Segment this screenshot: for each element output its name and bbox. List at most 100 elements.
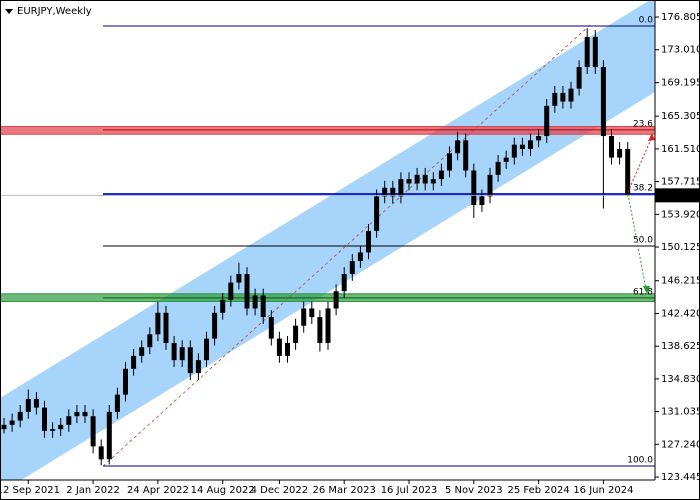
candle-body <box>576 67 582 89</box>
candle-body <box>333 291 339 309</box>
candle-body <box>438 170 444 180</box>
candle-body <box>131 355 137 369</box>
candle-body <box>422 174 428 184</box>
candle-body <box>584 36 590 68</box>
candle-body <box>195 360 201 374</box>
candle-body <box>374 196 380 231</box>
y-tick-label: 138.625 <box>661 341 700 352</box>
candle-body <box>406 179 412 184</box>
y-tick-label: 123.445 <box>661 472 700 483</box>
x-tick-label: 26 Mar 2023 <box>312 485 375 496</box>
x-tick-label: 5 Nov 2023 <box>445 485 503 496</box>
candle-body <box>212 312 218 339</box>
y-tick-label: 153.920 <box>661 209 700 220</box>
trend-channel <box>0 0 655 480</box>
candle-body <box>285 342 290 356</box>
y-tick-label: 131.035 <box>661 407 700 418</box>
candle-body <box>114 394 120 412</box>
up-arrow-head <box>648 133 655 141</box>
fib-level-label: 0.0 <box>639 16 654 26</box>
down-arrow <box>627 193 647 290</box>
candle-body <box>236 273 242 283</box>
candle-body <box>228 282 234 300</box>
y-tick-label: 161.510 <box>661 144 700 155</box>
candle-body <box>341 273 347 292</box>
candle-body <box>1 424 7 430</box>
candle-body <box>463 140 469 171</box>
candle-body <box>293 325 299 343</box>
candle-body <box>325 308 331 343</box>
candle-body <box>568 88 574 102</box>
y-tick-label: 173.010 <box>661 45 700 56</box>
fib-level-label: 61.8 <box>633 287 653 297</box>
menu-triangle <box>5 9 13 14</box>
y-tick-label: 169.195 <box>661 78 700 89</box>
candle-body <box>317 317 323 343</box>
candle-body <box>171 342 177 361</box>
candle-body <box>123 368 128 395</box>
candle-body <box>66 416 72 425</box>
candle-body <box>276 338 282 356</box>
candle-body <box>147 334 153 348</box>
y-tick-label: 127.240 <box>661 439 700 450</box>
candle-body <box>90 416 96 447</box>
candle-body <box>447 153 452 171</box>
candle-body <box>479 196 485 205</box>
y-tick-label: 146.215 <box>661 276 700 287</box>
y-tick-label: 142.420 <box>661 308 700 319</box>
candle-body <box>309 308 315 318</box>
current-price-label: 156.121 <box>658 190 699 201</box>
candle-body <box>17 411 23 421</box>
candle-body <box>560 92 566 102</box>
candle-body <box>163 312 169 343</box>
candle-body <box>625 148 631 196</box>
candle-body <box>260 295 266 318</box>
candle-body <box>357 252 363 262</box>
x-tick-label: 14 Aug 2022 <box>191 485 255 496</box>
candle-body <box>414 174 420 184</box>
candle-body <box>204 338 209 361</box>
y-tick-label: 165.305 <box>661 111 700 122</box>
candle-body <box>536 136 542 141</box>
candle-body <box>495 161 501 175</box>
candle-body <box>268 317 274 339</box>
candle-body <box>25 398 31 412</box>
candle-body <box>42 407 47 431</box>
y-tick-label: 157.715 <box>661 177 700 188</box>
candle-body <box>349 261 355 274</box>
candle-body <box>244 273 250 309</box>
x-tick-label: 12 Sep 2021 <box>0 485 60 496</box>
candle-body <box>58 424 64 430</box>
y-tick-label: 176.805 <box>661 12 700 23</box>
y-tick-label: 150.125 <box>661 242 700 253</box>
candle-body <box>179 347 185 361</box>
candle-body <box>390 187 396 197</box>
candle-body <box>519 144 525 149</box>
candle-body <box>139 347 145 356</box>
candle-body <box>220 299 226 313</box>
candle-body <box>50 429 56 431</box>
x-tick-label: 24 Apr 2022 <box>127 485 189 496</box>
candle-body <box>455 140 461 154</box>
fib-level-label: 100.0 <box>627 456 653 466</box>
candle-body <box>552 92 558 106</box>
candle-body <box>106 411 112 460</box>
fib-level-label: 23.6 <box>633 119 653 129</box>
candle-body <box>82 411 88 417</box>
candle-body <box>187 347 193 374</box>
fib-level-label: 50.0 <box>633 236 653 246</box>
candle-body <box>592 36 598 68</box>
candle-body <box>9 420 15 425</box>
x-tick-label: 16 Jul 2023 <box>381 485 438 496</box>
candle-body <box>301 308 307 326</box>
x-tick-label: 16 Jun 2024 <box>573 485 633 496</box>
candle-body <box>511 144 517 158</box>
candle-body <box>600 67 606 137</box>
candle-body <box>609 136 614 158</box>
candle-body <box>366 230 371 253</box>
candle-body <box>98 446 104 460</box>
candle-body <box>155 312 161 335</box>
price-zone <box>0 126 655 135</box>
fib-baseline <box>102 24 591 467</box>
